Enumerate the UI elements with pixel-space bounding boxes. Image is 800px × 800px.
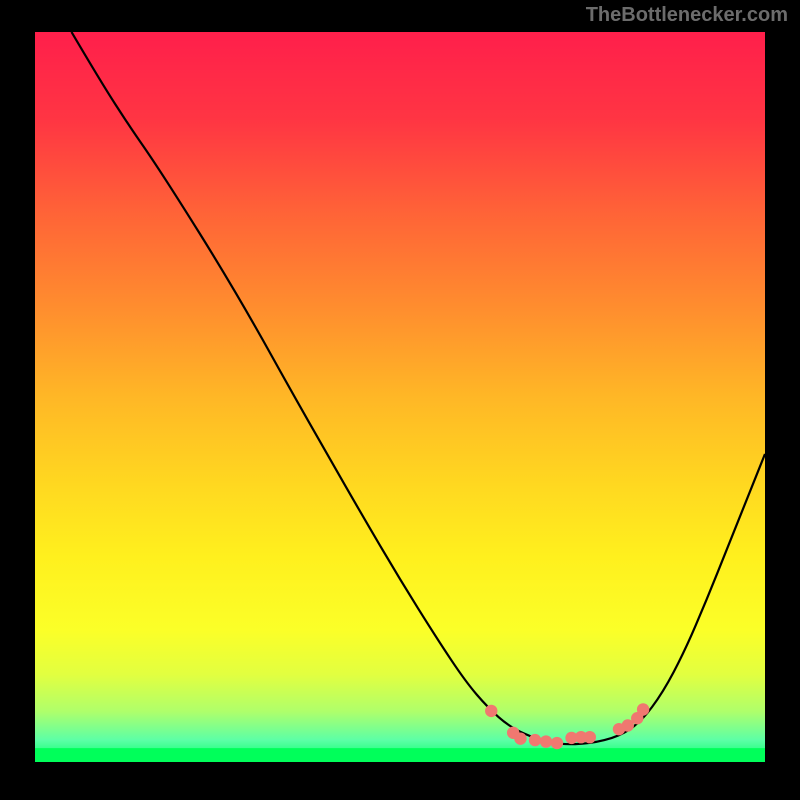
chart-overlay xyxy=(35,32,765,762)
marker-point xyxy=(551,737,563,749)
marker-point xyxy=(485,705,497,717)
marker-point xyxy=(637,703,649,715)
bottleneck-curve xyxy=(72,32,766,744)
marker-point xyxy=(540,735,552,747)
watermark-text: TheBottlenecker.com xyxy=(586,4,788,27)
marker-point xyxy=(514,732,526,744)
bottom-green-band xyxy=(35,748,765,762)
chart-container: TheBottlenecker.com xyxy=(0,0,800,800)
marker-point xyxy=(584,731,596,743)
marker-point xyxy=(529,734,541,746)
plot-area xyxy=(35,32,765,762)
